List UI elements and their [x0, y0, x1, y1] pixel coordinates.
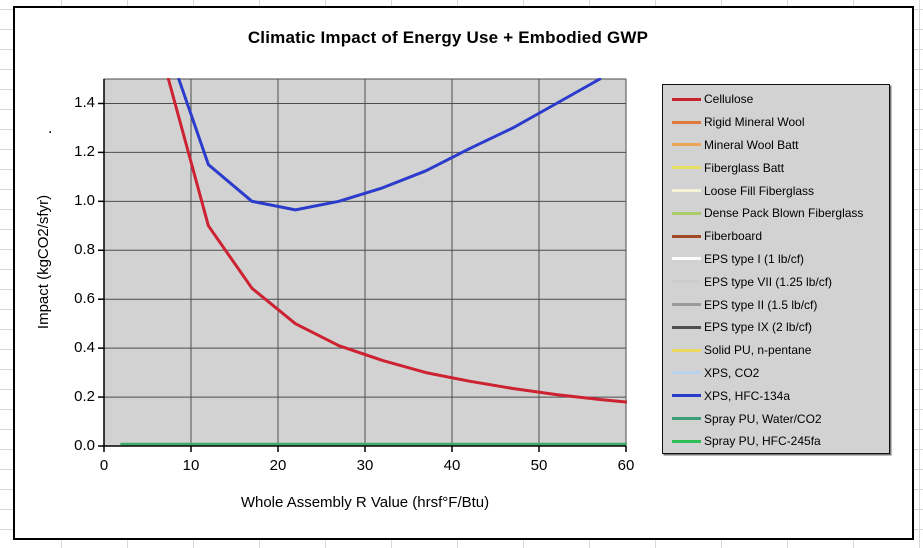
legend-swatch	[672, 303, 701, 307]
x-axis-tick-label: 20	[269, 457, 287, 474]
legend-swatch	[672, 143, 701, 147]
legend-swatch	[672, 189, 701, 193]
legend-item-label: Solid PU, n-pentane	[704, 343, 812, 358]
legend-item-label: Mineral Wool Batt	[704, 137, 799, 152]
legend-item[interactable]: Loose Fill Fiberglass	[663, 179, 889, 202]
legend-item-label: Loose Fill Fiberglass	[704, 183, 815, 198]
legend-item-label: Spray PU, Water/CO2	[704, 411, 822, 426]
y-axis-tick-label: 0.0	[74, 437, 95, 454]
legend-item-label: Spray PU, HFC-245fa	[704, 434, 821, 449]
legend-item-label: XPS, HFC-134a	[704, 388, 791, 403]
legend-swatch	[672, 211, 701, 215]
legend-item-label: Fiberboard	[704, 229, 763, 244]
legend-swatch	[672, 234, 701, 238]
legend-item-label: Cellulose	[704, 92, 754, 107]
legend-item[interactable]: Cellulose	[663, 88, 889, 111]
y-axis-tick-label: 1.2	[74, 143, 95, 161]
x-axis-tick-label: 40	[443, 457, 461, 474]
stray-period-text: .	[48, 120, 53, 137]
legend-swatch	[672, 371, 701, 375]
y-axis-tick-label: 1.0	[74, 192, 95, 210]
x-axis-tick-label: 60	[617, 457, 635, 474]
legend-swatch	[672, 257, 701, 261]
x-axis-tick-label: 0	[99, 457, 109, 474]
legend-item-label: EPS type II (1.5 lb/cf)	[704, 297, 818, 312]
x-axis-tick-label: 50	[530, 457, 548, 474]
legend[interactable]: Cellulose Rigid Mineral Wool Mineral Wool …	[662, 84, 890, 454]
legend-item-label: EPS type IX (2 lb/cf)	[704, 320, 813, 335]
y-axis-tick-label: 0.2	[74, 388, 95, 406]
legend-swatch	[672, 417, 701, 421]
legend-item[interactable]: Mineral Wool Batt	[663, 134, 889, 157]
legend-item[interactable]: Dense Pack Blown Fiberglass	[663, 202, 889, 225]
x-axis-title: Whole Assembly R Value (hrsf°F/Btu)	[240, 494, 490, 511]
legend-item-label: EPS type VII (1.25 lb/cf)	[704, 274, 833, 289]
legend-swatch	[672, 439, 701, 443]
legend-swatch	[672, 348, 701, 352]
y-axis-title: Impact (kgCO2/sfyr)	[35, 194, 52, 330]
legend-item[interactable]: Spray PU, HFC-245fa	[663, 430, 889, 453]
legend-item-label: Rigid Mineral Wool	[704, 115, 805, 130]
legend-item[interactable]: XPS, HFC-134a	[663, 384, 889, 407]
y-axis-tick-label: 0.6	[74, 290, 95, 308]
legend-item-label: EPS type I (1 lb/cf)	[704, 251, 805, 266]
legend-swatch	[672, 97, 701, 101]
legend-item[interactable]: Solid PU, n-pentane	[663, 339, 889, 362]
legend-item[interactable]: EPS type IX (2 lb/cf)	[663, 316, 889, 339]
legend-swatch	[672, 394, 701, 398]
legend-item[interactable]: EPS type II (1.5 lb/cf)	[663, 293, 889, 316]
y-axis-tick-label: 0.8	[74, 241, 95, 259]
chart-title: Climatic Impact of Energy Use + Embodied…	[247, 28, 649, 47]
x-axis-tick-label: 30	[356, 457, 374, 474]
legend-item[interactable]: Fiberglass Batt	[663, 156, 889, 179]
chart-object[interactable]: Climatic Impact of Energy Use + Embodied…	[13, 6, 914, 540]
legend-item[interactable]: XPS, CO2	[663, 362, 889, 385]
series-line-xps-hfc-134a	[177, 78, 602, 212]
legend-swatch	[672, 120, 701, 124]
plot-area-svg[interactable]	[15, 8, 912, 538]
legend-swatch	[672, 325, 701, 329]
legend-swatch	[672, 280, 701, 284]
legend-item[interactable]: Fiberboard	[663, 225, 889, 248]
legend-item-label: XPS, CO2	[704, 365, 760, 380]
x-axis-tick-label: 10	[182, 457, 200, 474]
legend-item[interactable]: EPS type I (1 lb/cf)	[663, 248, 889, 271]
legend-item[interactable]: Spray PU, Water/CO2	[663, 407, 889, 430]
legend-swatch	[672, 166, 701, 170]
legend-item[interactable]: EPS type VII (1.25 lb/cf)	[663, 270, 889, 293]
y-axis-tick-label: 1.4	[74, 94, 95, 112]
legend-item[interactable]: Rigid Mineral Wool	[663, 111, 889, 134]
series-line-cellulose	[166, 78, 627, 404]
chart-canvas: Climatic Impact of Energy Use + Embodied…	[15, 8, 912, 538]
legend-item-label: Dense Pack Blown Fiberglass	[704, 206, 864, 221]
y-axis-tick-label: 0.4	[74, 339, 95, 357]
legend-item-label: Fiberglass Batt	[704, 160, 785, 175]
